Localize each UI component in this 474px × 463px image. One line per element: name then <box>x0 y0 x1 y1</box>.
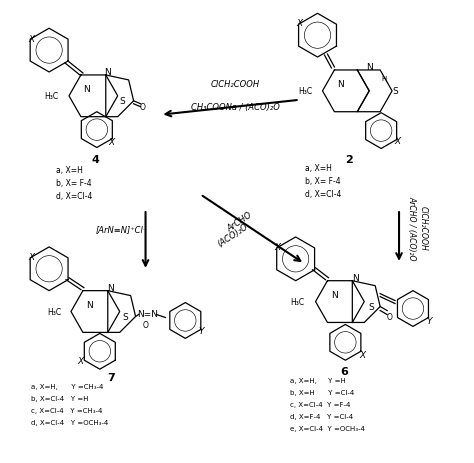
Text: CH₃COONa / (ACO)₂O: CH₃COONa / (ACO)₂O <box>191 103 280 112</box>
Text: Y: Y <box>427 316 432 325</box>
Text: 2: 2 <box>346 155 353 165</box>
Text: X: X <box>394 137 400 146</box>
Text: ClCH₂COOH: ClCH₂COOH <box>419 205 428 250</box>
Text: O: O <box>387 313 393 321</box>
Text: H₃C: H₃C <box>44 92 58 101</box>
Text: S: S <box>123 313 128 321</box>
Text: 4: 4 <box>92 155 100 165</box>
Text: a, X=H,     Y =H: a, X=H, Y =H <box>290 377 346 383</box>
Text: H₃C: H₃C <box>299 87 312 96</box>
Text: N: N <box>366 63 373 72</box>
Text: H₃C: H₃C <box>291 297 305 307</box>
Text: N: N <box>337 80 344 89</box>
Text: d, X=F-4   Y =Cl-4: d, X=F-4 Y =Cl-4 <box>290 413 353 419</box>
Text: O: O <box>143 320 148 329</box>
Text: X: X <box>297 19 303 28</box>
Text: N: N <box>104 69 111 77</box>
Text: a, X=H: a, X=H <box>56 165 83 175</box>
Text: 6: 6 <box>340 366 348 376</box>
Text: b, X=H      Y =Cl-4: b, X=H Y =Cl-4 <box>290 389 354 395</box>
Text: X: X <box>28 35 34 44</box>
Text: X: X <box>275 243 281 252</box>
Text: b, X=Cl-4   Y =H: b, X=Cl-4 Y =H <box>31 395 89 401</box>
Text: 7: 7 <box>107 372 115 382</box>
Text: H: H <box>382 76 387 82</box>
Text: b, X= F-4: b, X= F-4 <box>305 176 340 185</box>
Text: a, X=H: a, X=H <box>305 163 331 173</box>
Text: O: O <box>139 103 146 112</box>
Text: S: S <box>120 97 126 106</box>
Text: S: S <box>368 302 374 312</box>
Text: d, X=Cl-4: d, X=Cl-4 <box>305 189 341 198</box>
Text: [ArN≡N]⁺Cl⁻: [ArN≡N]⁺Cl⁻ <box>96 225 148 234</box>
Text: c, X=Cl-4   Y =CH₃-4: c, X=Cl-4 Y =CH₃-4 <box>31 407 102 413</box>
Text: N=N: N=N <box>137 309 159 319</box>
Text: H₃C: H₃C <box>47 307 61 316</box>
Text: (ACO)₂O: (ACO)₂O <box>216 221 250 248</box>
Text: a, X=H,      Y =CH₃-4: a, X=H, Y =CH₃-4 <box>31 383 104 389</box>
Text: X: X <box>28 253 34 262</box>
Text: N: N <box>86 300 93 309</box>
Text: d, X=Cl-4   Y =OCH₃-4: d, X=Cl-4 Y =OCH₃-4 <box>31 419 109 425</box>
Text: ClCH₂COOH: ClCH₂COOH <box>210 80 260 89</box>
Text: X: X <box>109 138 115 147</box>
Text: N: N <box>331 290 338 300</box>
Text: d, X=Cl-4: d, X=Cl-4 <box>56 191 92 200</box>
Text: b, X= F-4: b, X= F-4 <box>56 178 91 188</box>
Text: c, X=Cl-4  Y =F-4: c, X=Cl-4 Y =F-4 <box>290 401 350 407</box>
Text: X: X <box>359 350 365 359</box>
Text: N: N <box>83 85 90 94</box>
Text: S: S <box>392 87 398 96</box>
Text: Y: Y <box>198 326 204 335</box>
Text: e, X=Cl-4  Y =OCH₃-4: e, X=Cl-4 Y =OCH₃-4 <box>290 425 365 431</box>
Text: ArCHO / (ACO)₂O: ArCHO / (ACO)₂O <box>407 195 416 260</box>
Text: ArCHO: ArCHO <box>226 210 254 233</box>
Text: X: X <box>78 356 84 365</box>
Text: N: N <box>108 283 114 293</box>
Text: N: N <box>352 274 359 282</box>
